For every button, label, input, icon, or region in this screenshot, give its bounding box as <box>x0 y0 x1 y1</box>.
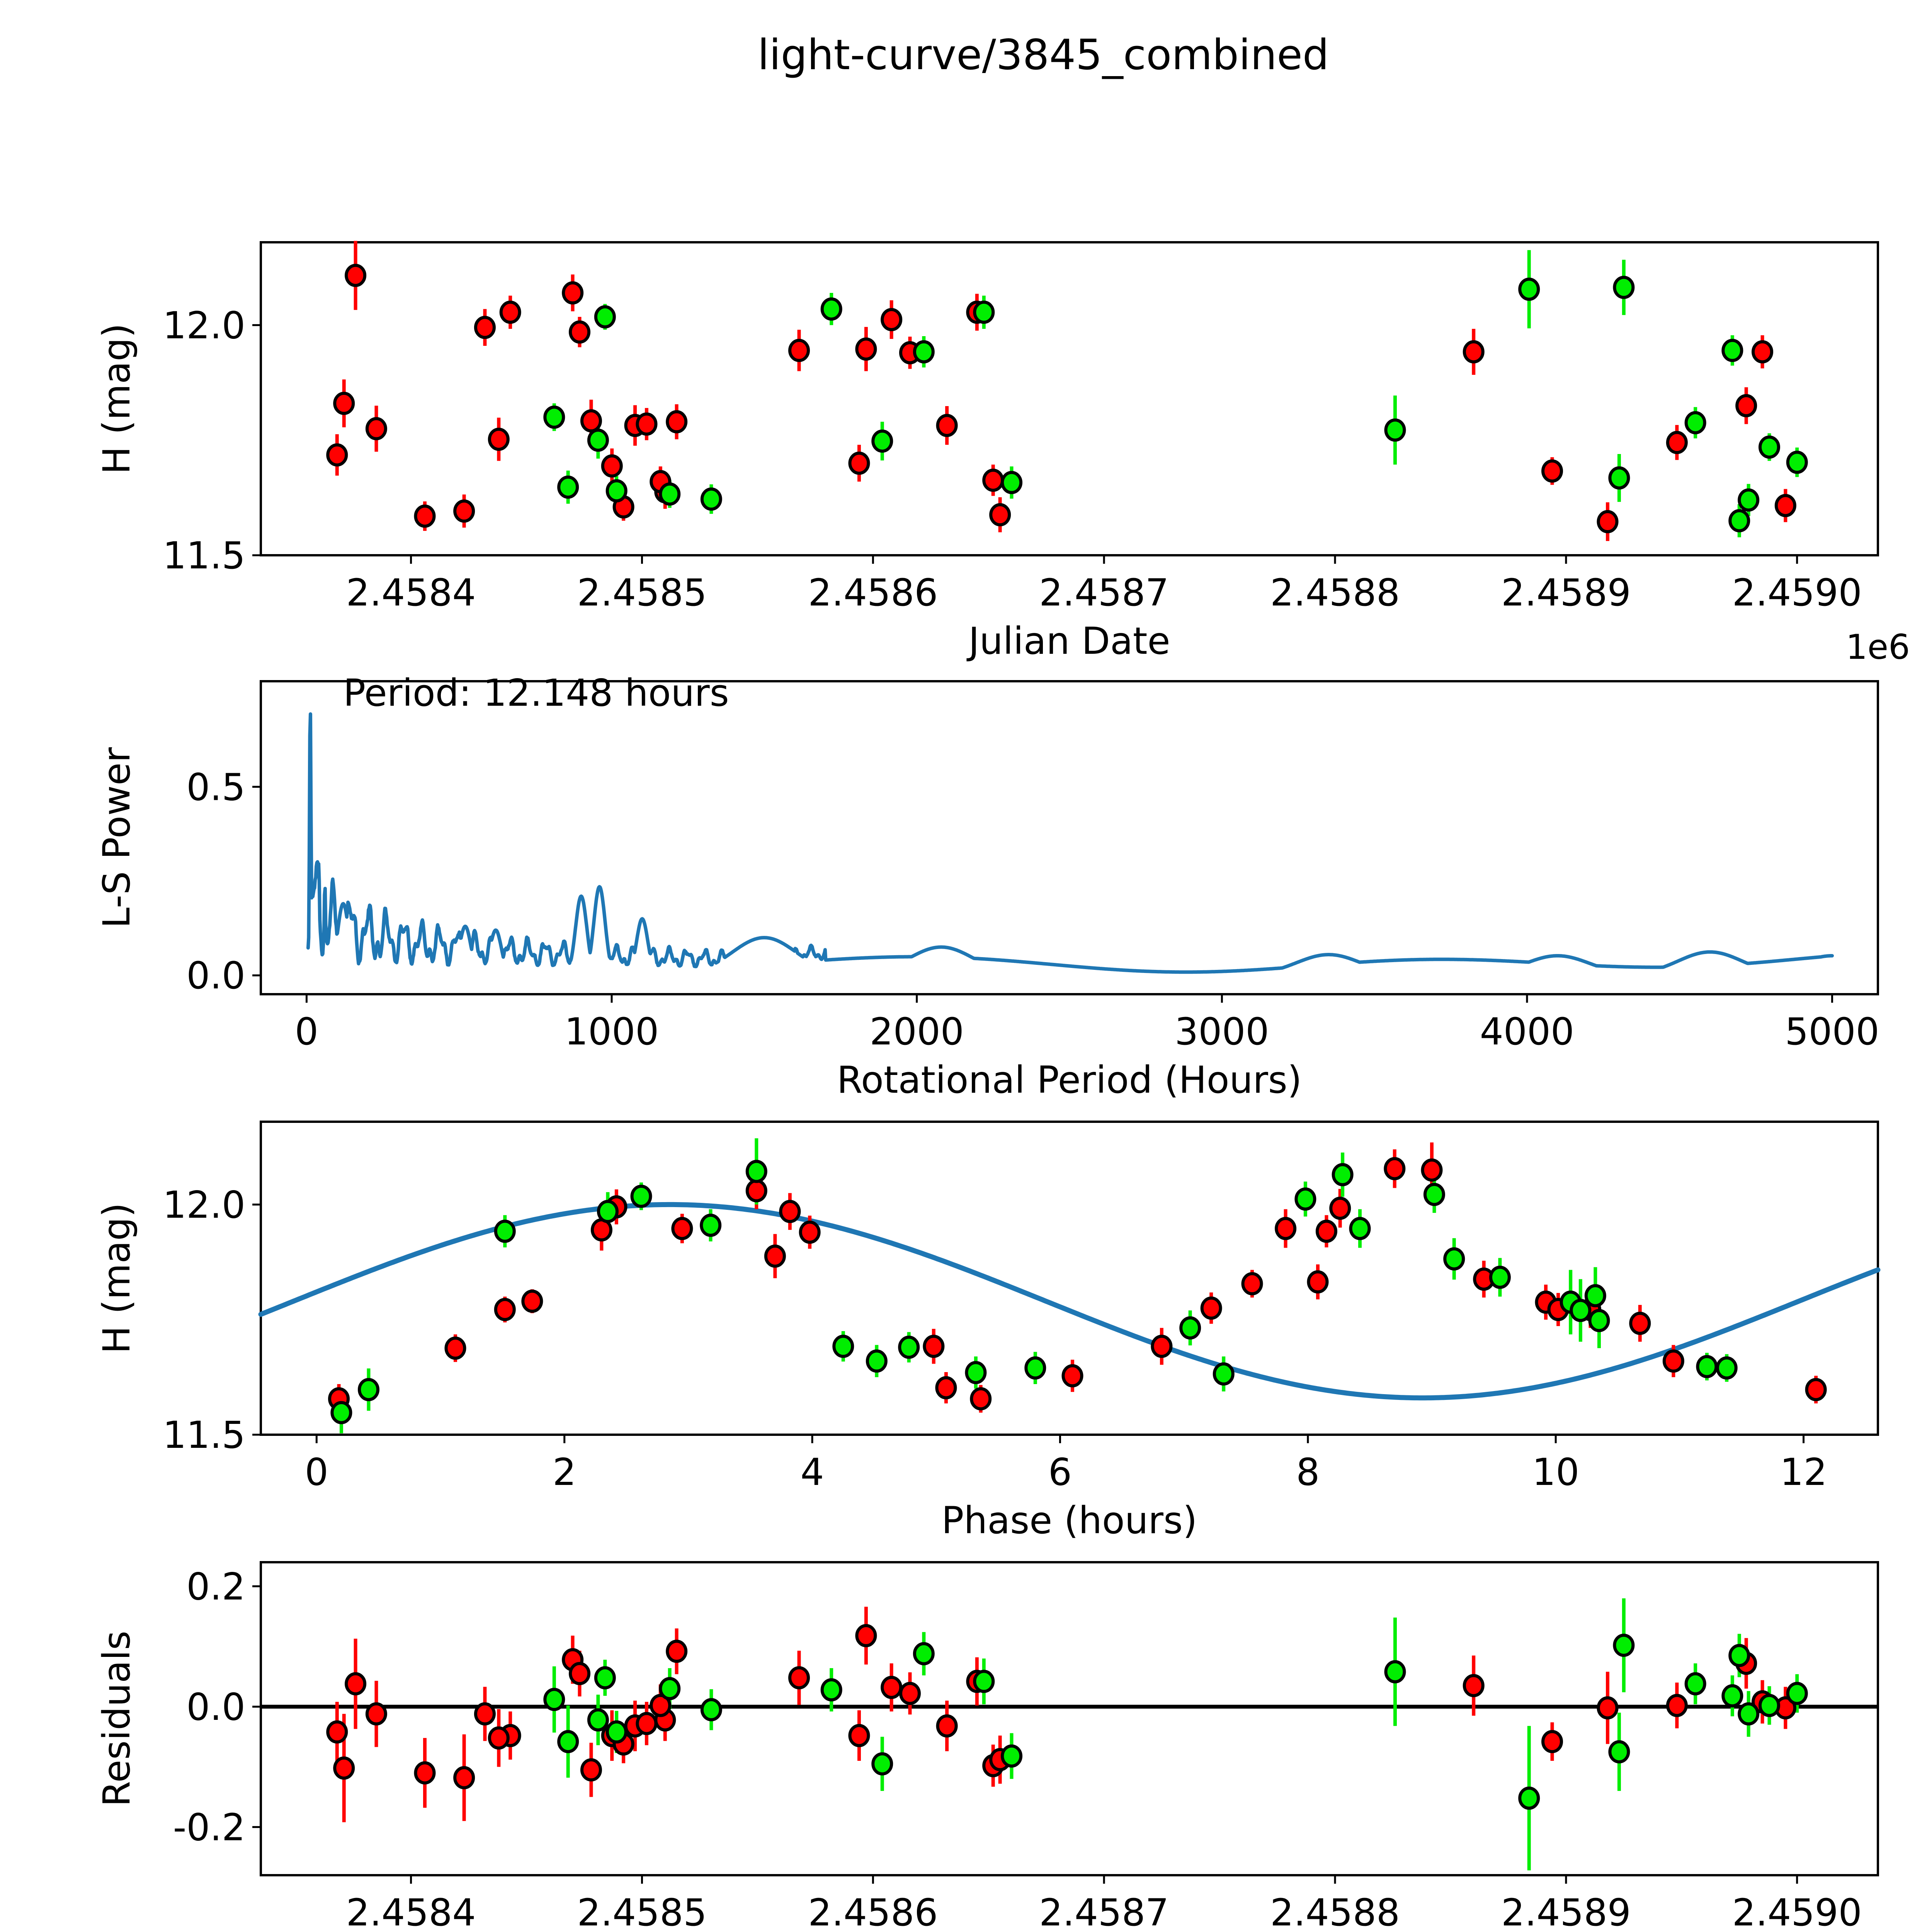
svg-text:2.4588: 2.4588 <box>1270 1891 1400 1932</box>
svg-text:11.5: 11.5 <box>163 1413 245 1457</box>
svg-text:8: 8 <box>1296 1451 1320 1494</box>
svg-text:H (mag): H (mag) <box>95 1203 138 1354</box>
svg-text:0.2: 0.2 <box>186 1565 245 1608</box>
svg-text:12.0: 12.0 <box>163 304 245 347</box>
svg-text:2.4587: 2.4587 <box>1039 571 1169 614</box>
svg-text:2.4590: 2.4590 <box>1732 571 1862 614</box>
svg-text:2.4586: 2.4586 <box>808 1891 938 1932</box>
svg-text:6: 6 <box>1048 1451 1072 1494</box>
svg-text:2.4584: 2.4584 <box>346 1891 476 1932</box>
svg-text:L-S Power: L-S Power <box>95 747 138 928</box>
svg-text:2.4589: 2.4589 <box>1501 1891 1631 1932</box>
svg-text:2.4585: 2.4585 <box>577 1891 707 1932</box>
svg-text:0.0: 0.0 <box>186 954 245 997</box>
svg-text:Period: 12.148 hours: Period: 12.148 hours <box>343 671 729 714</box>
svg-text:2.4585: 2.4585 <box>577 571 707 614</box>
svg-text:0.5: 0.5 <box>186 765 245 809</box>
svg-text:0: 0 <box>295 1010 318 1053</box>
svg-text:Residuals: Residuals <box>95 1631 138 1806</box>
svg-text:2: 2 <box>553 1451 576 1494</box>
svg-text:2.4588: 2.4588 <box>1270 571 1400 614</box>
svg-text:12.0: 12.0 <box>163 1183 245 1226</box>
figure-title: light-curve/3845_combined <box>757 31 1329 79</box>
svg-text:H (mag): H (mag) <box>95 323 138 474</box>
svg-text:-0.2: -0.2 <box>173 1806 245 1849</box>
svg-text:4: 4 <box>801 1451 824 1494</box>
svg-text:4000: 4000 <box>1480 1010 1574 1053</box>
svg-text:2.4587: 2.4587 <box>1039 1891 1169 1932</box>
svg-text:2000: 2000 <box>870 1010 964 1053</box>
svg-text:2.4589: 2.4589 <box>1501 571 1631 614</box>
svg-text:12: 12 <box>1780 1451 1827 1494</box>
svg-text:0.0: 0.0 <box>186 1685 245 1729</box>
svg-text:Rotational Period (Hours): Rotational Period (Hours) <box>837 1058 1302 1102</box>
svg-text:1e6: 1e6 <box>1846 627 1910 667</box>
svg-text:Phase (hours): Phase (hours) <box>942 1499 1197 1542</box>
svg-text:10: 10 <box>1532 1451 1579 1494</box>
svg-text:5000: 5000 <box>1785 1010 1879 1053</box>
svg-text:11.5: 11.5 <box>163 534 245 577</box>
svg-text:Julian Date: Julian Date <box>966 619 1170 663</box>
svg-text:0: 0 <box>305 1451 328 1494</box>
svg-text:1000: 1000 <box>565 1010 659 1053</box>
svg-text:2.4586: 2.4586 <box>808 571 938 614</box>
svg-text:2.4590: 2.4590 <box>1732 1891 1862 1932</box>
svg-text:3000: 3000 <box>1175 1010 1269 1053</box>
svg-text:2.4584: 2.4584 <box>346 571 476 614</box>
